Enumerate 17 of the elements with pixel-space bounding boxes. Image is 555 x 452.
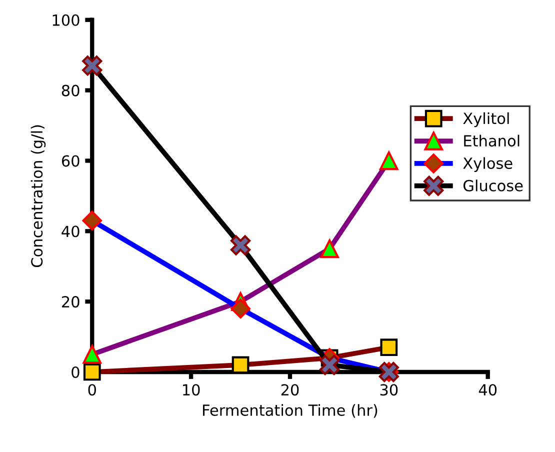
x-tick-label: 30 [380,384,398,396]
y-axis-title: Concentration (g/l) [30,125,46,268]
y-tick-label: 100 [52,14,80,26]
legend-label: Xylitol [463,112,509,128]
y-tick-label: 40 [62,226,80,238]
y-tick-label: 80 [62,84,80,96]
y-tick-label: 20 [62,296,80,308]
y-tick-label: 60 [62,155,80,167]
y-tick-label: 0 [72,366,80,378]
x-tick-label: 40 [478,384,497,396]
legend-label: Xylose [463,157,512,172]
legend-label: Ethanol [464,134,520,147]
x-tick-label: 20 [281,384,299,396]
x-tick-label: 10 [183,384,200,396]
x-axis-title: Fermentation Time (hr) [203,404,378,418]
legend-label: Glucose [464,180,523,192]
x-tick-label: 0 [88,384,96,396]
